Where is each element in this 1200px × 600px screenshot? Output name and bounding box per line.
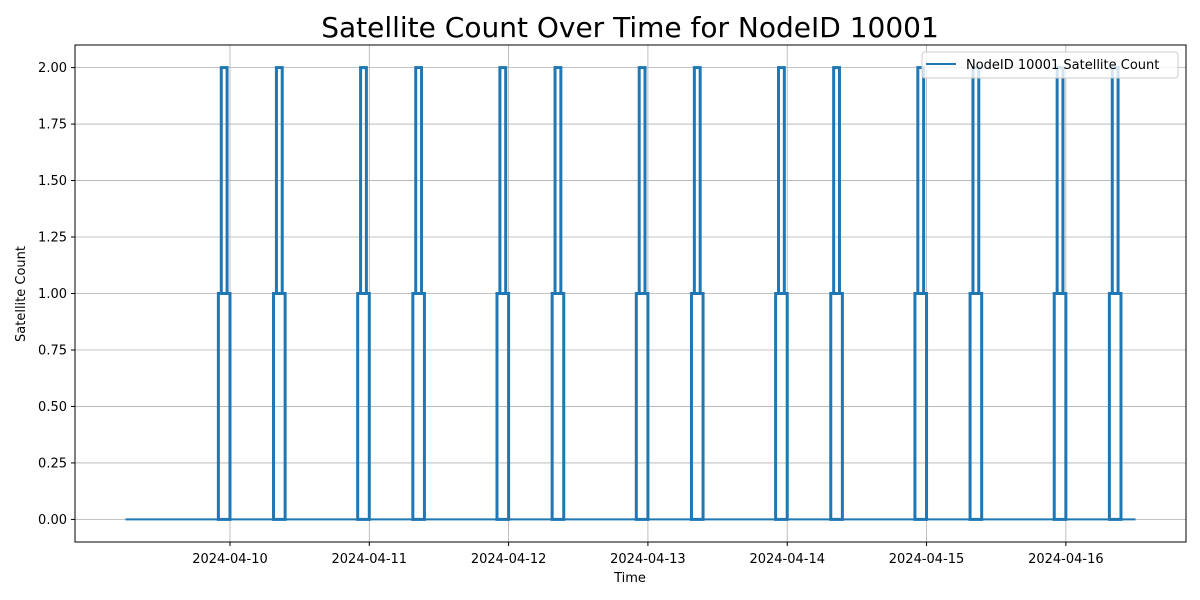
x-axis-title: Time (613, 571, 646, 586)
y-tick-label: 0.50 (38, 400, 67, 415)
pass-count-2-block (553, 66, 563, 295)
y-tick-label: 1.75 (38, 118, 67, 133)
pass-count-2-block (498, 66, 508, 295)
pass-count-2-block (274, 66, 284, 295)
y-tick-label: 1.25 (38, 231, 67, 246)
x-tick-label: 2024-04-10 (192, 552, 268, 567)
y-tick-label: 0.00 (38, 513, 67, 528)
x-tick-label: 2024-04-11 (332, 552, 408, 567)
y-axis: 0.00 0.25 0.50 0.75 1.00 1.25 1.50 1.75 2.00 (38, 61, 75, 528)
legend: NodeID 10001 Satellite Count (921, 51, 1179, 79)
series-layer (125, 66, 1136, 521)
legend-label: NodeID 10001 Satellite Count (966, 58, 1159, 73)
pass-count-2-block (219, 66, 229, 295)
y-tick-label: 0.25 (38, 456, 67, 471)
pass-count-2-block (414, 66, 424, 295)
pass-count-2-block (692, 66, 702, 295)
y-tick-label: 2.00 (38, 61, 67, 76)
pass-count-2-block (777, 66, 786, 295)
pass-count-2-block (832, 66, 841, 295)
legend-box (921, 51, 1179, 79)
x-tick-label: 2024-04-12 (471, 552, 547, 567)
y-tick-label: 1.50 (38, 174, 67, 189)
x-axis: 2024-04-10 2024-04-11 2024-04-12 2024-04-13… (192, 542, 1104, 567)
x-tick-label: 2024-04-14 (749, 552, 825, 567)
pass-count-2-block (637, 66, 647, 295)
plot-frame (74, 44, 1187, 543)
pass-count-2-block (916, 66, 926, 295)
y-axis-title: Satellite Count (14, 246, 29, 342)
x-tick-label: 2024-04-15 (889, 552, 965, 567)
x-tick-label: 2024-04-16 (1028, 552, 1104, 567)
y-tick-label: 1.00 (38, 287, 67, 302)
y-tick-label: 0.75 (38, 343, 67, 358)
pass-count-2-block (359, 66, 368, 295)
x-tick-label: 2024-04-13 (610, 552, 686, 567)
chart-title: Satellite Count Over Time for NodeID 100… (321, 11, 939, 44)
